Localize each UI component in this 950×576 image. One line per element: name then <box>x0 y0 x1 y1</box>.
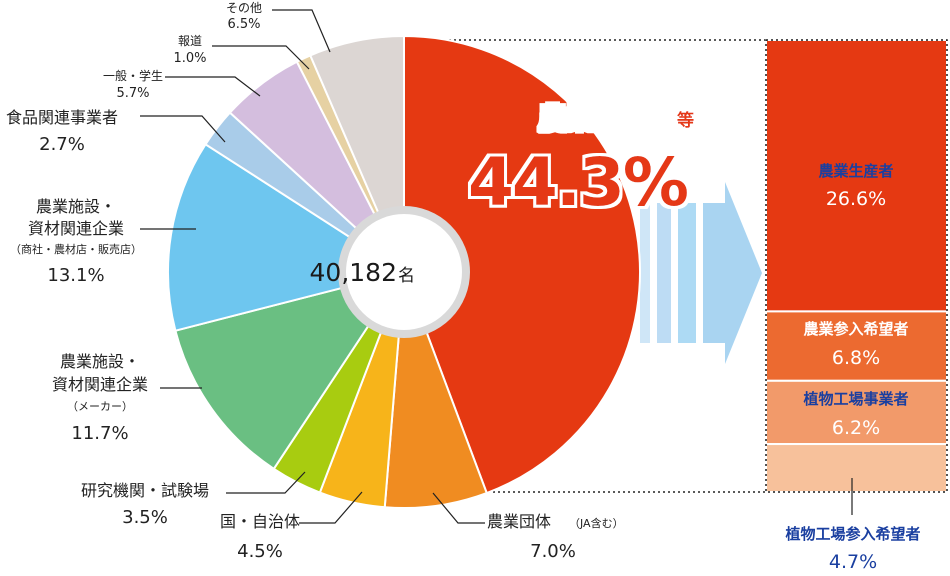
pie <box>167 34 641 509</box>
breakdown-bar <box>765 39 948 493</box>
label-food-name: 食品関連事業者 <box>6 108 118 127</box>
label-other-name: その他 <box>226 1 262 15</box>
leader-lines <box>140 9 853 524</box>
breakdown-segment-2 <box>765 379 948 446</box>
arrow-graphic <box>640 182 762 364</box>
breakdown-label-1-pct: 6.8% <box>832 347 880 369</box>
highlight-name: 農業生産者 <box>539 103 674 135</box>
breakdown-label-3-name: 植物工場参入希望者 <box>785 525 920 543</box>
breakdown-label-2-name: 植物工場事業者 <box>803 390 908 408</box>
breakdown-segment-3 <box>765 443 948 493</box>
label-dealer-sub: （商社・農材店・販売店） <box>10 242 142 256</box>
breakdown-outline <box>765 39 948 493</box>
label-dealer-pct: 13.1% <box>47 265 104 286</box>
leader-line-0 <box>272 9 331 53</box>
label-ja-name: 農業団体 <box>487 512 551 531</box>
donut-hole <box>338 206 470 338</box>
highlight-pct: 44.3% <box>468 144 688 221</box>
label-dealer-line2: 資材関連企業 <box>28 219 124 238</box>
breakdown-labels: 農業生産者 26.6% 農業参入希望者 6.8% 植物工場事業者 6.2% 植物… <box>785 162 920 573</box>
label-general-name: 一般・学生 <box>103 68 163 83</box>
breakdown-segment-1 <box>765 310 948 382</box>
label-local-gov-name: 国・自治体 <box>220 512 300 531</box>
label-research-name: 研究機関・試験場 <box>81 481 209 500</box>
label-ja-pct: 7.0% <box>530 541 576 562</box>
total-label: 40,182 名 <box>310 258 415 287</box>
label-dealer-line1: 農業施設・ <box>36 197 116 216</box>
label-ja-sub: （JA含む） <box>569 516 624 530</box>
label-maker-sub: （メーカー） <box>67 400 133 413</box>
breakdown-label-1-name: 農業参入希望者 <box>803 320 908 338</box>
leader-line-6 <box>226 471 306 494</box>
highlight-label: 農業生産者 等 44.3% <box>468 103 694 221</box>
label-press-name: 報道 <box>178 34 202 48</box>
label-research-pct: 3.5% <box>122 507 168 528</box>
slice-labels: その他 6.5% 報道 1.0% 一般・学生 5.7% 食品関連事業者 2.7%… <box>6 1 624 562</box>
label-press-pct: 1.0% <box>173 51 206 66</box>
leader-line-2 <box>165 76 261 97</box>
total-count: 40,182 <box>310 258 397 287</box>
label-maker-pct: 11.7% <box>71 423 128 444</box>
leader-line-8 <box>432 492 485 524</box>
leader-line-1 <box>212 45 310 70</box>
breakdown-label-0-name: 農業生産者 <box>818 162 893 180</box>
breakdown-label-0-pct: 26.6% <box>826 188 886 210</box>
label-other-pct: 6.5% <box>227 17 260 32</box>
breakdown-label-2-pct: 6.2% <box>832 417 880 439</box>
label-local-gov-pct: 4.5% <box>237 541 283 562</box>
highlight-suffix: 等 <box>677 110 694 131</box>
leader-line-3 <box>140 115 226 143</box>
label-general-pct: 5.7% <box>116 86 149 101</box>
label-maker-line1: 農業施設・ <box>60 352 140 371</box>
breakdown-label-3-pct: 4.7% <box>829 551 877 573</box>
leader-line-7 <box>299 491 363 524</box>
label-maker-line2: 資材関連企業 <box>52 375 148 394</box>
total-unit: 名 <box>398 266 415 286</box>
label-food-pct: 2.7% <box>39 134 85 155</box>
